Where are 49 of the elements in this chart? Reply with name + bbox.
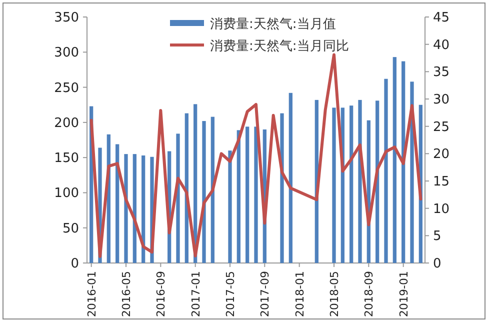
- x-tick-label: 2018-01: [293, 271, 306, 317]
- bar: [202, 121, 206, 263]
- bar: [228, 150, 232, 263]
- y2-tick-label: 0: [433, 256, 442, 272]
- bar: [246, 126, 250, 263]
- x-tick-label: 2017-05: [224, 271, 237, 317]
- bar: [392, 57, 396, 263]
- legend-label: 消费量:天然气:当月值: [210, 17, 336, 32]
- x-tick-label: 2018-05: [328, 271, 341, 317]
- x-tick-label: 2016-01: [85, 271, 98, 317]
- y2-tick-label: 5: [433, 229, 442, 244]
- bar: [116, 144, 120, 263]
- bar: [384, 78, 388, 263]
- bar: [350, 106, 354, 263]
- y-tick-label: 0: [70, 256, 79, 272]
- bar: [210, 116, 214, 263]
- y2-tick-label: 35: [433, 65, 450, 80]
- x-tick-label: 2019-01: [397, 271, 410, 317]
- bar: [402, 61, 406, 263]
- bar: [236, 130, 240, 263]
- y2-tick-label: 25: [433, 120, 450, 135]
- y2-tick-label: 15: [433, 174, 450, 190]
- y-tick-label: 100: [54, 186, 79, 202]
- y-tick-label: 50: [62, 221, 79, 236]
- bar: [254, 126, 258, 263]
- x-tick-label: 2016-09: [154, 271, 168, 317]
- y-tick-label: 300: [54, 46, 79, 61]
- x-tick-label: 2016-05: [120, 271, 133, 317]
- x-tick-label: 2018-09: [362, 271, 376, 317]
- bar: [176, 134, 180, 263]
- bar: [288, 92, 292, 263]
- y2-tick-label: 45: [433, 10, 450, 26]
- y-tick-label: 350: [54, 10, 79, 26]
- legend-label: 消费量:天然气:当月同比: [210, 39, 349, 54]
- bar: [332, 108, 336, 263]
- bar: [124, 154, 128, 263]
- y-tick-label: 250: [54, 80, 79, 96]
- bar: [142, 155, 146, 263]
- y2-tick-label: 40: [433, 38, 450, 53]
- y2-tick-label: 10: [433, 202, 450, 217]
- bar: [280, 113, 284, 263]
- y2-tick-label: 20: [433, 147, 450, 162]
- x-tick-label: 2017-01: [189, 271, 202, 317]
- line-series: [90, 53, 422, 258]
- y-tick-label: 150: [54, 151, 79, 166]
- bar: [358, 100, 362, 263]
- y-tick-label: 200: [54, 116, 79, 131]
- x-tick-label: 2017-09: [258, 271, 272, 317]
- y2-tick-label: 30: [433, 92, 450, 108]
